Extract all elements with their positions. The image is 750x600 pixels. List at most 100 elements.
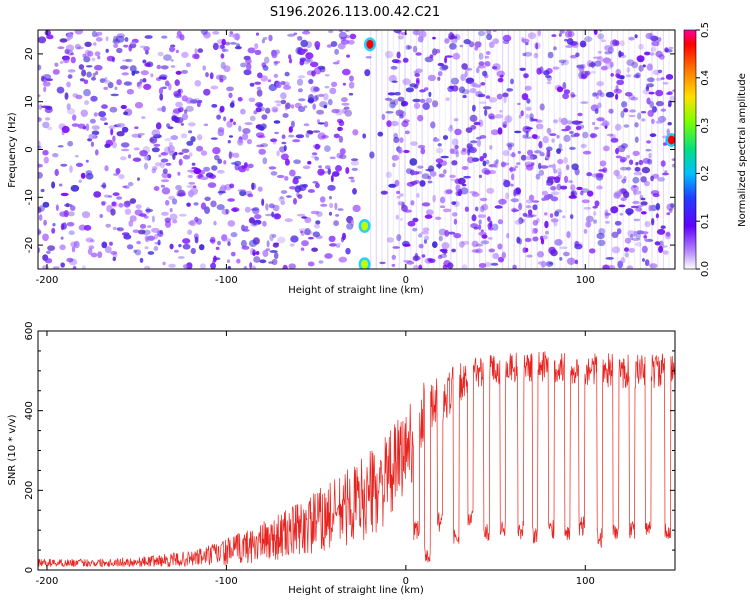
spectrogram-blob [169,46,175,53]
spectrogram-blob [482,152,487,159]
spectrogram-blob [596,117,605,122]
spectrogram-blob [396,234,402,242]
spectrogram-blob [157,239,161,246]
spectrogram-blob [462,147,467,152]
spectrogram-blob [324,145,331,153]
spectrogram-blob [122,59,131,62]
spectrogram-blob [474,41,482,48]
spectrogram-blob [277,236,286,244]
spectrogram-blob [182,238,191,244]
spectrogram-blob [331,81,338,88]
spectrogram-blob [170,65,176,68]
spectrogram-blob [310,85,319,93]
spectrogram-blob [439,196,446,204]
spectrogram-blob [290,235,299,243]
spectrogram-blob [229,31,234,35]
spectrogram-blob [633,171,643,176]
spectrogram-blob [464,206,469,212]
spectrogram-blob [577,112,583,117]
spectrogram-blob [580,190,584,196]
spectrogram-blob [289,169,296,177]
spectrogram-blob [329,196,332,200]
spectrogram-blob [337,208,344,211]
spectrogram-blob [418,233,423,238]
spectrogram-blob [139,45,147,49]
spectrogram-blob [220,53,225,59]
spectrogram-blob [109,106,118,113]
spectrogram-blob [506,88,514,92]
spectrogram-blob [344,30,350,33]
spectrogram-blob [494,205,503,209]
spectrogram-blob [55,204,59,211]
spectrogram-blob [389,99,396,105]
spectrogram-blob [310,61,319,68]
spectrogram-blob [111,201,117,207]
spectrogram-blob [469,140,478,144]
spectrogram-blob [516,162,521,165]
spectrogram-blob [578,64,585,73]
spectrogram-blob [194,53,200,60]
spectrogram-blob [340,236,345,243]
spectrogram-blob [308,78,314,85]
spectrogram-blob [210,200,217,208]
spectrogram-blob [394,91,401,96]
spectrogram-blob [217,240,221,246]
spectrogram-blob [244,122,253,126]
spectrogram-blob [455,184,461,192]
spectrogram-blob [313,224,320,229]
spectrogram-blob [667,91,673,95]
spectrogram-blob [537,251,544,258]
spectrogram-blob [635,232,641,240]
spectrogram-blob [261,114,268,120]
spectrogram-blob [554,176,561,184]
spectrogram-blob [648,91,655,95]
spectrogram-blob [91,76,96,81]
colorbar-label: Normalized spectral amplitude [737,73,748,227]
spectrogram-blob [333,133,340,139]
spectrogram-blob [453,233,462,239]
spectrogram-blob [562,59,570,66]
spectrogram-blob [449,43,457,50]
spectrogram-blob [611,231,619,238]
spectrogram-blob [597,50,602,54]
spectrogram-blob [123,200,131,208]
spectrogram-blob [159,93,164,101]
spectrogram-blob [474,206,479,212]
spectrogram-blob [588,62,596,67]
spectrogram-blob [391,80,398,83]
spectrogram-blob [95,71,99,75]
spectrogram-blob [339,148,346,155]
spectrogram-blob [482,106,492,110]
spectrogram-blob [319,101,328,108]
spectrogram-blob [613,192,621,199]
spectrogram-blob [95,149,99,156]
spectrogram-blob [69,165,73,173]
spectrogram-blob [185,97,194,104]
spectrogram-blob [42,76,47,83]
spectrogram-blob [177,256,185,259]
spectrogram-blob [171,198,178,205]
spectrogram-blob [300,39,309,48]
spectrogram-blob [271,106,279,113]
spectrogram-stripe [398,30,400,269]
x-tick-label: 0 [403,576,409,587]
spectrogram-blob [471,192,480,197]
spectrogram-blob [616,228,622,235]
spectrogram-blob [417,35,424,43]
spectrogram-blob [264,56,270,64]
x-tick-label: 100 [576,576,595,587]
spectrogram-blob [211,104,218,108]
spectrogram-blob [627,230,635,238]
spectrogram-blob [497,219,503,225]
spectrogram-blob [83,88,91,97]
spectrogram-blob [159,229,163,235]
spectrogram-blob [290,120,295,128]
spectrogram-blob [101,241,108,249]
spectrogram-blob [395,59,402,64]
spectrogram-blob [227,140,231,144]
spectrogram-blob [144,246,149,250]
spectrogram-blob [310,210,320,215]
spectrogram-blob [328,235,336,242]
spectrogram-blob [486,187,495,194]
spectrogram-blob [621,101,628,108]
